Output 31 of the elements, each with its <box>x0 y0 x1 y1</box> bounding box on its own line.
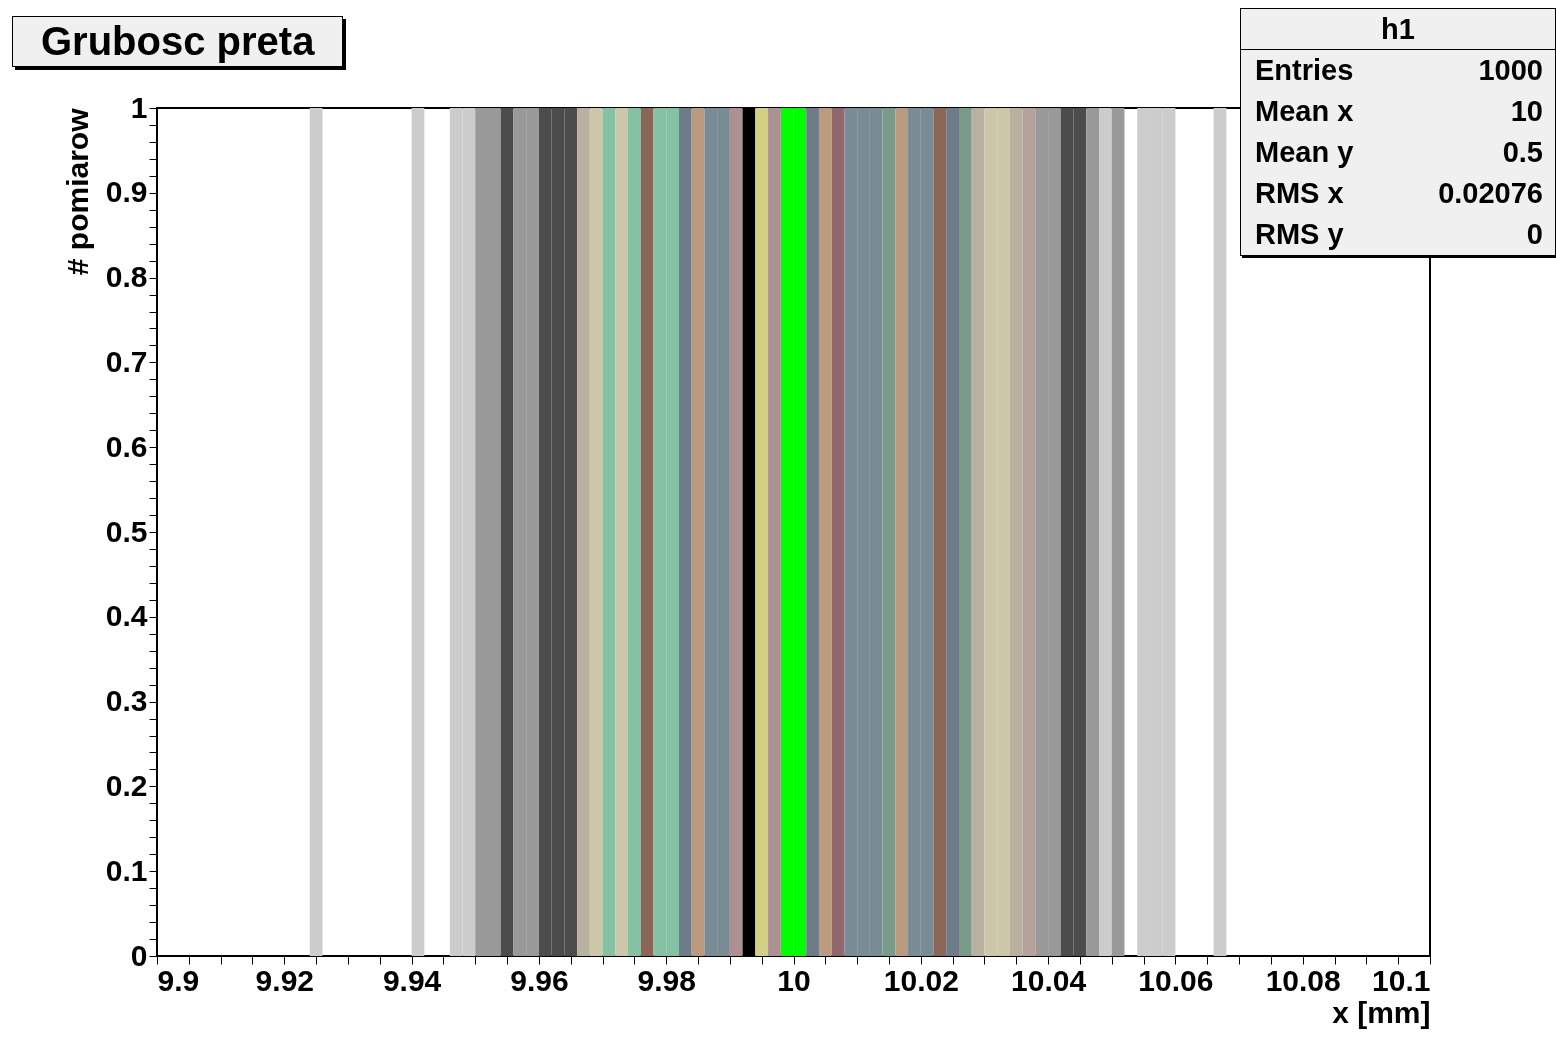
text: Entries 1000 <box>1255 54 1543 86</box>
x-tick-label: 10.08 <box>1265 963 1341 997</box>
x-tick-label: 10 <box>777 963 811 997</box>
x-tick-label: 9.94 <box>382 963 442 997</box>
text: Mean x 10 <box>1255 95 1543 127</box>
chart-title: Grubosc preta <box>12 16 344 67</box>
text: h1 <box>1241 9 1555 50</box>
y-tick-label: 0.7 <box>105 344 148 378</box>
y-axis-title: # pomiarow <box>60 107 94 276</box>
x-tick-label: 10.06 <box>1138 963 1214 997</box>
text: Mean y 0.5 <box>1255 136 1543 168</box>
x-tick-label: 9.96 <box>510 963 569 997</box>
x-tick-label: 9.98 <box>637 963 696 997</box>
x-axis-title: x [mm] <box>1332 995 1431 1029</box>
y-tick-label: 0.1 <box>105 853 148 887</box>
y-tick-label: 0.4 <box>105 599 148 633</box>
x-tick-label: 10.1 <box>1372 963 1431 997</box>
y-tick-label: 1 <box>130 90 148 124</box>
text: RMS y 0 <box>1255 218 1543 250</box>
text: RMS x 0.02076 <box>1255 177 1543 209</box>
y-tick-label: 0.3 <box>105 684 148 718</box>
x-tick-label: 10.04 <box>1011 963 1087 997</box>
y-tick-label: 0.2 <box>105 768 148 802</box>
y-tick-label: 0.8 <box>105 260 148 294</box>
x-tick-label: 9.9 <box>157 963 200 997</box>
y-tick-label: 0.6 <box>105 429 148 463</box>
y-tick-label: 0.9 <box>105 175 148 209</box>
x-tick-label: 9.92 <box>255 963 314 997</box>
y-tick-label: 0.5 <box>105 514 148 548</box>
y-tick-label: 0 <box>130 938 148 972</box>
x-tick-label: 10.02 <box>883 963 959 997</box>
